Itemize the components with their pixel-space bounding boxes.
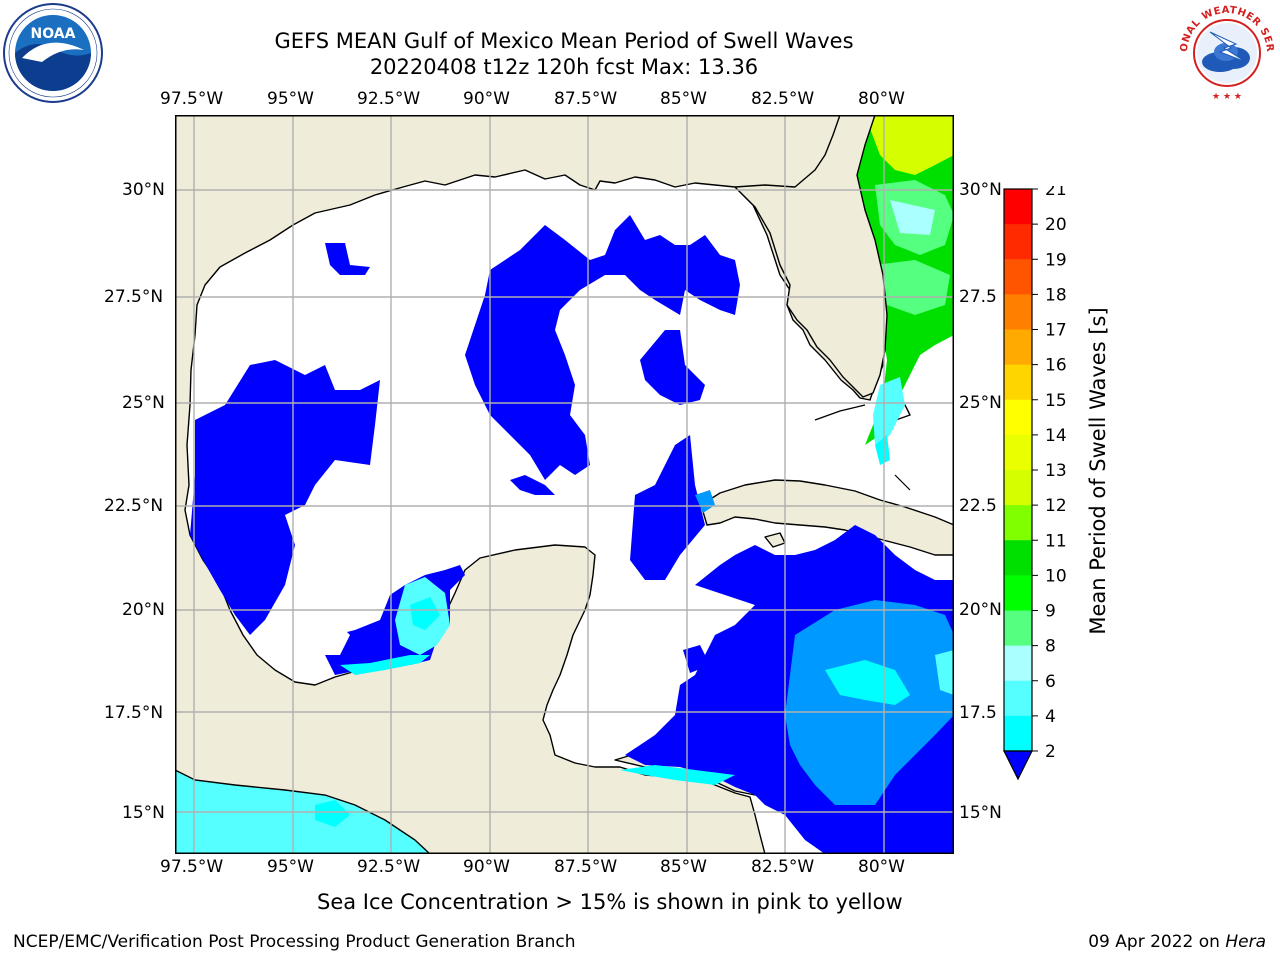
lon-label-top: 90°W — [463, 89, 510, 109]
colorbar-tick-label: 8 — [1045, 637, 1056, 657]
lon-label-bottom: 82.5°W — [751, 857, 815, 877]
colorbar-tick-label: 6 — [1045, 672, 1056, 692]
lat-label-left: 30°N — [122, 180, 165, 200]
svg-text:NOAA: NOAA — [31, 26, 76, 42]
land-florida — [734, 115, 888, 398]
graticule — [175, 115, 954, 854]
colorbar-segment — [1004, 470, 1032, 506]
colorbar-tick-label: 17 — [1045, 321, 1067, 341]
lon-label-bottom: 90°W — [463, 857, 510, 877]
caribbean-light-swell — [340, 490, 954, 805]
lat-label-left: 20°N — [122, 600, 165, 620]
colorbar-segment — [1004, 575, 1032, 611]
colorbar-segments — [1003, 189, 1033, 781]
colorbar-ticks: 21 20 19 18 17 16 15 14 13 12 11 10 9 8 6 4 2 — [1032, 186, 1067, 762]
colorbar-segment — [1004, 294, 1032, 330]
sea-ice-note: Sea Ice Concentration > 15% is shown in … — [317, 890, 903, 914]
lat-label-left: 27.5°N — [104, 287, 164, 307]
land-cuba — [700, 479, 954, 556]
colorbar: 21 20 19 18 17 16 15 14 13 12 11 10 9 8 6 4 2 — [1003, 186, 1067, 781]
lat-label-right: 25°N — [959, 393, 1002, 413]
colorbar-segment — [1004, 189, 1032, 225]
colorbar-tick-label: 10 — [1045, 566, 1067, 586]
chart-title: GEFS MEAN Gulf of Mexico Mean Period of … — [274, 29, 854, 53]
lat-label-right: 30°N — [959, 180, 1002, 200]
lon-label-bottom: 92.5°W — [357, 857, 421, 877]
noaa-logo-icon: NOAA — [3, 3, 103, 103]
colorbar-segment — [1004, 329, 1032, 366]
colorbar-tick-label: 9 — [1045, 602, 1056, 622]
lon-label-top: 87.5°W — [554, 89, 618, 109]
colorbar-segment — [1004, 259, 1032, 295]
lat-label-left: 25°N — [122, 393, 165, 413]
colorbar-tick-label: 20 — [1045, 215, 1067, 235]
colorbar-tick-label: 2 — [1045, 742, 1056, 762]
lon-label-top: 95°W — [267, 89, 314, 109]
lon-label-top: 97.5°W — [160, 89, 224, 109]
lon-label-bottom: 80°W — [858, 857, 905, 877]
date-text: 09 Apr 2022 on Hera — [1088, 932, 1266, 952]
lat-label-right: 17.5 — [959, 703, 997, 723]
lon-label-top: 82.5°W — [751, 89, 815, 109]
colorbar-segment — [1004, 224, 1032, 260]
colorbar-tick-label: 4 — [1045, 707, 1056, 727]
chart-subtitle: 20220408 t12z 120h fcst Max: 13.36 — [369, 55, 759, 79]
lat-label-right: 22.5 — [959, 496, 997, 516]
host-name: Hera — [1225, 932, 1266, 952]
colorbar-segment — [1004, 505, 1032, 541]
date-value: 09 Apr 2022 on — [1088, 932, 1220, 952]
colorbar-segment — [1004, 434, 1032, 471]
colorbar-tick-label: 21 — [1045, 186, 1067, 200]
lon-label-bottom: 85°W — [660, 857, 707, 877]
atlantic-swell-field — [833, 115, 954, 465]
colorbar-tick-label: 15 — [1045, 391, 1067, 411]
colorbar-tick-label: 12 — [1045, 496, 1067, 516]
colorbar-tick-label: 14 — [1045, 426, 1067, 446]
colorbar-segment — [1004, 399, 1032, 436]
colorbar-segment — [1004, 680, 1032, 717]
colorbar-title: Mean Period of Swell Waves [s] — [1086, 307, 1110, 635]
svg-text:★ ★ ★: ★ ★ ★ — [1212, 92, 1242, 102]
nws-logo-icon: NATIONAL WEATHER SERVICE ★ ★ ★ — [1176, 2, 1276, 102]
colorbar-segment — [1004, 715, 1032, 752]
colorbar-segment — [1004, 645, 1032, 682]
colorbar-segment — [1004, 610, 1032, 647]
gulf-of-mexico-map — [175, 115, 954, 854]
colorbar-tick-label: 11 — [1045, 531, 1067, 551]
lat-label-left: 17.5°N — [104, 703, 164, 723]
lon-label-bottom: 97.5°W — [160, 857, 224, 877]
lat-label-right: 27.5 — [959, 287, 997, 307]
lon-label-top: 92.5°W — [357, 89, 421, 109]
colorbar-segment — [1004, 364, 1032, 401]
colorbar-segment — [1004, 540, 1032, 576]
colorbar-extension — [1003, 750, 1033, 781]
lat-label-right: 20°N — [959, 600, 1002, 620]
lat-label-left: 15°N — [122, 803, 165, 823]
lon-label-bottom: 95°W — [267, 857, 314, 877]
colorbar-tick-label: 19 — [1045, 250, 1067, 270]
lat-label-right: 15°N — [959, 803, 1002, 823]
colorbar-tick-label: 18 — [1045, 285, 1067, 305]
lat-label-left: 22.5°N — [104, 496, 164, 516]
credit-text: NCEP/EMC/Verification Post Processing Pr… — [13, 932, 576, 952]
colorbar-tick-label: 16 — [1045, 356, 1067, 376]
lon-label-bottom: 87.5°W — [554, 857, 618, 877]
lon-label-top: 80°W — [858, 89, 905, 109]
colorbar-tick-label: 13 — [1045, 461, 1067, 481]
lon-label-top: 85°W — [660, 89, 707, 109]
